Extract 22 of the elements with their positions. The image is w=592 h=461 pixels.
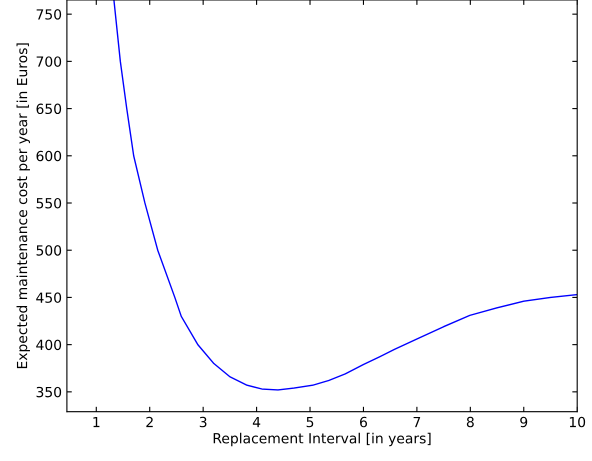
x-tick-label: 4 bbox=[252, 416, 260, 428]
x-tick-label: 9 bbox=[520, 416, 528, 428]
y-axis-title: Expected maintenance cost per year [in Euros] bbox=[16, 43, 30, 368]
y-tick-label: 500 bbox=[36, 245, 62, 256]
y-tick-label: 750 bbox=[36, 9, 62, 20]
x-tick-label: 2 bbox=[146, 416, 153, 428]
y-tick-label: 400 bbox=[36, 340, 62, 350]
x-tick-label: 8 bbox=[466, 416, 474, 428]
x-tick-label: 6 bbox=[360, 416, 368, 428]
x-tick-label: 10 bbox=[570, 416, 586, 428]
x-tick-label: 7 bbox=[414, 416, 420, 428]
y-tick-label: 600 bbox=[36, 150, 62, 162]
x-tick-label: 5 bbox=[306, 416, 314, 428]
line-series bbox=[113, 0, 578, 391]
y-tick-label: 550 bbox=[36, 198, 62, 208]
y-tick-label: 700 bbox=[36, 56, 62, 67]
x-axis-title: Replacement Interval [in years] bbox=[214, 432, 431, 446]
y-tick-label: 350 bbox=[36, 386, 62, 398]
x-tick-label: 1 bbox=[93, 416, 100, 428]
y-tick-label: 650 bbox=[36, 104, 62, 114]
x-tick-label: 3 bbox=[200, 416, 206, 428]
y-tick-label: 450 bbox=[36, 292, 62, 303]
